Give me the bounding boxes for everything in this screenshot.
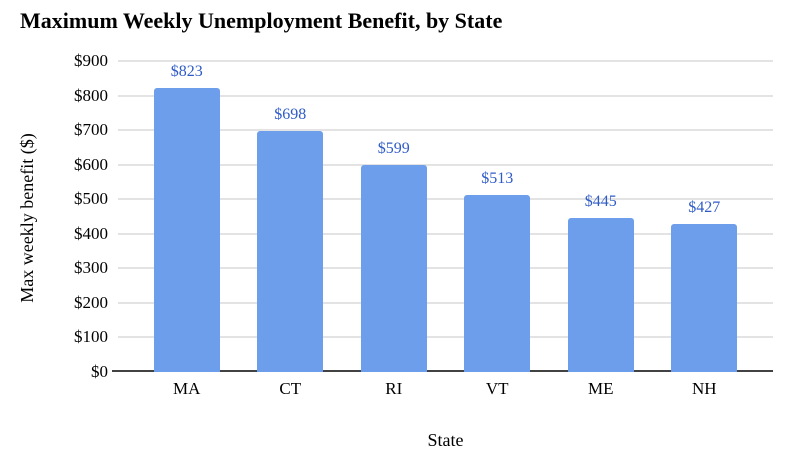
y-tick-label: $900 bbox=[74, 51, 108, 70]
y-tick-label: $200 bbox=[74, 292, 108, 312]
bar-nh bbox=[671, 224, 738, 372]
bar-me bbox=[567, 218, 634, 372]
y-tick-label: $300 bbox=[74, 258, 108, 278]
gridline bbox=[118, 163, 773, 166]
gridline bbox=[118, 336, 773, 339]
bar-value-label: $823 bbox=[170, 62, 203, 80]
gridline bbox=[118, 94, 773, 97]
y-tick-label: $700 bbox=[74, 120, 108, 140]
bar-value-label: $513 bbox=[481, 169, 514, 187]
gridline bbox=[118, 232, 773, 235]
bar-vt bbox=[464, 194, 531, 372]
bar-ri bbox=[360, 165, 427, 372]
y-tick-label: $800 bbox=[74, 85, 108, 105]
x-axis-title: State bbox=[427, 430, 464, 450]
gridline bbox=[118, 129, 773, 132]
bar-ct bbox=[257, 130, 324, 372]
y-tick-label: $500 bbox=[74, 189, 108, 209]
gridline bbox=[118, 267, 773, 270]
gridline bbox=[118, 60, 773, 62]
bar-ma bbox=[153, 87, 220, 372]
y-axis-title: Max weekly benefit ($) bbox=[17, 133, 37, 303]
x-tick-label: CT bbox=[279, 379, 302, 398]
bar-value-label: $698 bbox=[274, 105, 307, 123]
x-tick-label: MA bbox=[173, 379, 201, 398]
gridline bbox=[118, 198, 773, 201]
x-tick-label: VT bbox=[485, 379, 509, 398]
x-tick-label: NH bbox=[691, 379, 717, 398]
bar-value-label: $445 bbox=[584, 193, 617, 211]
chart-title: Maximum Weekly Unemployment Benefit, by … bbox=[20, 8, 503, 33]
x-tick-label: RI bbox=[385, 379, 403, 398]
y-tick-label: $400 bbox=[74, 223, 108, 243]
x-axis-line bbox=[112, 370, 773, 372]
bar-value-label: $599 bbox=[377, 140, 410, 157]
gridline bbox=[118, 301, 773, 304]
y-tick-label: $0 bbox=[91, 362, 108, 381]
y-tick-label: $600 bbox=[74, 154, 108, 174]
bar-value-label: $427 bbox=[688, 199, 721, 217]
x-tick-label: ME bbox=[588, 379, 614, 398]
y-tick-label: $100 bbox=[74, 327, 108, 347]
